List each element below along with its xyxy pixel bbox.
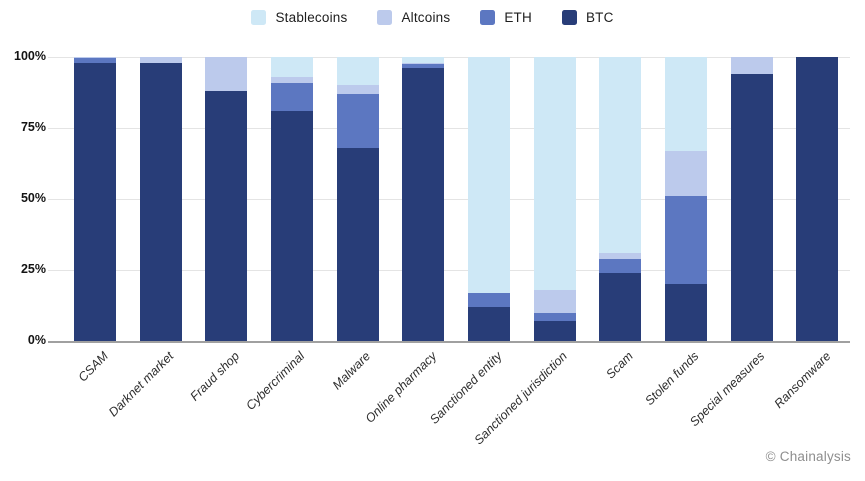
bar-segment-btc-darknet-market[interactable]: [139, 62, 182, 341]
bar-column-csam: [62, 57, 128, 341]
bar-segment-altcoins-scam[interactable]: [599, 252, 642, 259]
x-axis-label-csam: CSAM: [75, 349, 111, 385]
bar-segment-btc-malware[interactable]: [336, 147, 379, 341]
bar-segment-eth-scam[interactable]: [599, 258, 642, 273]
bar-segment-altcoins-online-pharmacy[interactable]: [402, 62, 445, 65]
bar-segment-stablecoins-online-pharmacy[interactable]: [402, 57, 445, 63]
legend-swatch-stablecoins: [251, 10, 267, 25]
bar-segment-eth-malware[interactable]: [336, 93, 379, 148]
bar-segment-altcoins-sanctioned-jurisdiction[interactable]: [533, 289, 576, 313]
bar-segment-stablecoins-sanctioned-entity[interactable]: [467, 57, 510, 293]
bar-segment-btc-online-pharmacy[interactable]: [402, 68, 445, 341]
bar-segment-eth-sanctioned-jurisdiction[interactable]: [533, 312, 576, 322]
legend-label: BTC: [585, 10, 614, 25]
bar-column-darknet-market: [128, 57, 194, 341]
legend-swatch-eth: [480, 10, 496, 25]
bar-segment-btc-special-measures[interactable]: [730, 74, 773, 341]
y-axis-tick-label: 0%: [27, 333, 46, 347]
bar-segment-eth-csam[interactable]: [73, 58, 116, 63]
bar-segment-stablecoins-scam[interactable]: [599, 57, 642, 253]
legend-swatch-btc: [561, 10, 577, 25]
bar-column-special-measures: [719, 57, 785, 341]
x-axis-label-cybercriminal: Cybercriminal: [243, 349, 308, 413]
bar-stack-online-pharmacy: [402, 57, 445, 341]
bar-segment-btc-stolen-funds[interactable]: [664, 284, 707, 341]
legend-label: ETH: [504, 10, 532, 25]
bar-segment-altcoins-special-measures[interactable]: [730, 57, 773, 75]
bar-segment-stablecoins-cybercriminal[interactable]: [270, 57, 313, 77]
bar-segment-btc-sanctioned-entity[interactable]: [467, 306, 510, 341]
bar-segment-eth-stolen-funds[interactable]: [664, 196, 707, 285]
bar-segment-altcoins-cybercriminal[interactable]: [270, 76, 313, 83]
x-axis-label-ransomware: Ransomware: [771, 349, 834, 411]
bar-stack-fraud-shop: [205, 57, 248, 341]
legend-label: Stablecoins: [275, 10, 348, 25]
gridline-50: [48, 199, 850, 200]
legend-item-stablecoins[interactable]: Stablecoins: [251, 10, 347, 25]
gridline-75: [48, 128, 850, 129]
chainalysis-credit: © Chainalysis: [765, 449, 851, 464]
bar-column-sanctioned-entity: [456, 57, 522, 341]
legend-item-eth[interactable]: ETH: [480, 10, 532, 25]
bar-stack-sanctioned-jurisdiction: [533, 57, 576, 341]
bar-column-stolen-funds: [653, 57, 719, 341]
x-axis-label-malware: Malware: [330, 349, 374, 393]
bar-segment-altcoins-fraud-shop[interactable]: [205, 57, 248, 92]
x-axis-label-darknet-market: Darknet market: [106, 349, 177, 420]
bar-column-ransomware: [784, 57, 850, 341]
bar-segment-altcoins-stolen-funds[interactable]: [664, 150, 707, 197]
bar-stack-scam: [599, 57, 642, 341]
bar-stack-sanctioned-entity: [467, 57, 510, 341]
legend-item-btc[interactable]: BTC: [561, 10, 614, 25]
legend-item-altcoins[interactable]: Altcoins: [377, 10, 450, 25]
legend-label: Altcoins: [401, 10, 451, 25]
bar-stack-darknet-market: [139, 57, 182, 341]
bar-stack-malware: [336, 57, 379, 341]
bar-stack-ransomware: [796, 57, 839, 341]
bar-segment-eth-cybercriminal[interactable]: [270, 82, 313, 111]
y-axis-tick-label: 25%: [20, 262, 46, 276]
bar-segment-stablecoins-malware[interactable]: [336, 57, 379, 86]
gridline-100: [48, 57, 850, 58]
chart-legend: Stablecoins Altcoins ETH BTC: [0, 10, 865, 25]
x-axis-label-stolen-funds: Stolen funds: [642, 349, 702, 409]
bar-column-cybercriminal: [259, 57, 325, 341]
bars-container: [62, 57, 850, 341]
gridline-25: [48, 270, 850, 271]
bar-stack-cybercriminal: [270, 57, 313, 341]
bar-segment-eth-online-pharmacy[interactable]: [402, 64, 445, 69]
bar-segment-altcoins-malware[interactable]: [336, 85, 379, 94]
bar-segment-eth-sanctioned-entity[interactable]: [467, 292, 510, 307]
bar-segment-altcoins-darknet-market[interactable]: [139, 57, 182, 63]
plot-area: [48, 57, 850, 343]
bar-column-fraud-shop: [193, 57, 259, 341]
y-axis-tick-label: 100%: [14, 49, 46, 63]
bar-segment-btc-cybercriminal[interactable]: [270, 110, 313, 341]
bar-segment-btc-sanctioned-jurisdiction[interactable]: [533, 321, 576, 341]
bar-stack-stolen-funds: [664, 57, 707, 341]
bar-column-malware: [325, 57, 391, 341]
y-axis-tick-label: 75%: [20, 120, 46, 134]
bar-segment-stablecoins-stolen-funds[interactable]: [664, 57, 707, 151]
x-axis-label-scam: Scam: [603, 349, 637, 382]
x-axis-label-online-pharmacy: Online pharmacy: [362, 349, 440, 426]
bar-segment-altcoins-csam[interactable]: [73, 57, 116, 59]
y-axis-tick-label: 50%: [20, 191, 46, 205]
bar-segment-btc-scam[interactable]: [599, 272, 642, 341]
x-axis-line: [48, 341, 850, 343]
bar-segment-stablecoins-sanctioned-jurisdiction[interactable]: [533, 57, 576, 290]
bar-stack-csam: [73, 57, 116, 341]
bar-segment-btc-csam[interactable]: [73, 62, 116, 341]
bar-column-scam: [587, 57, 653, 341]
bar-segment-btc-fraud-shop[interactable]: [205, 91, 248, 341]
bar-segment-btc-ransomware[interactable]: [796, 57, 839, 341]
bar-column-sanctioned-jurisdiction: [522, 57, 588, 341]
legend-swatch-altcoins: [377, 10, 393, 25]
x-axis-label-fraud-shop: Fraud shop: [187, 349, 243, 404]
bar-column-online-pharmacy: [390, 57, 456, 341]
bar-stack-special-measures: [730, 57, 773, 341]
